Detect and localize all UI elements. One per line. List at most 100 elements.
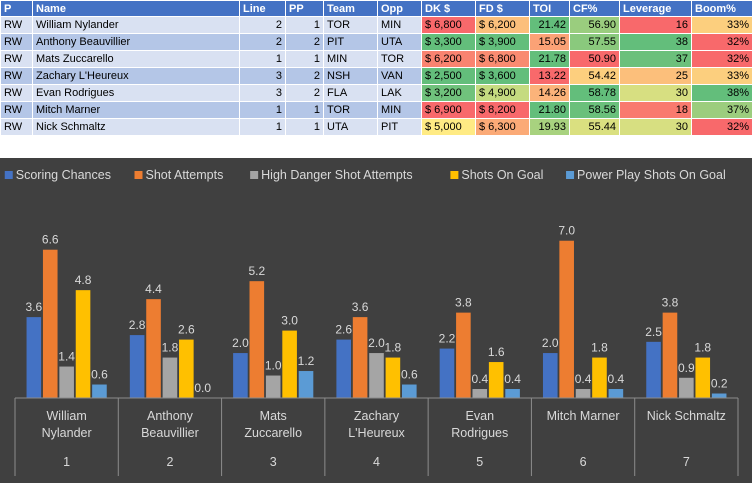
legend-label[interactable]: Power Play Shots On Goal xyxy=(577,168,726,182)
header-dk[interactable]: DK $ xyxy=(421,0,476,17)
header-cf[interactable]: CF% xyxy=(569,0,620,17)
legend-label[interactable]: Shots On Goal xyxy=(461,168,543,182)
bar-3-4[interactable] xyxy=(488,362,504,398)
bar-3-1[interactable] xyxy=(179,339,194,398)
bar-2-5[interactable] xyxy=(575,389,591,398)
header-leverage[interactable]: Leverage xyxy=(619,0,692,17)
data-label: 0.9 xyxy=(678,361,695,375)
bar-2-4[interactable] xyxy=(472,389,488,398)
bar-3-6[interactable] xyxy=(695,357,711,398)
cell-pos: RW xyxy=(0,101,33,119)
header-opp[interactable]: Opp xyxy=(377,0,422,17)
bar-1-1[interactable] xyxy=(146,299,161,398)
cell-cf: 55.44 xyxy=(569,118,620,136)
legend-swatch[interactable] xyxy=(4,171,13,179)
bar-2-2[interactable] xyxy=(265,375,281,398)
bar-4-4[interactable] xyxy=(505,389,520,398)
legend-swatch[interactable] xyxy=(134,171,143,179)
category-index-label: 4 xyxy=(373,455,380,469)
header-boom[interactable]: Boom% xyxy=(691,0,752,17)
bar-0-0[interactable] xyxy=(26,317,42,398)
cell-pos: RW xyxy=(0,84,33,102)
bar-1-6[interactable] xyxy=(662,312,678,398)
bar-3-5[interactable] xyxy=(592,357,607,398)
header-name[interactable]: Name xyxy=(32,0,240,17)
cell-dk: $ 3,300 xyxy=(421,33,476,51)
data-label: 0.2 xyxy=(711,377,728,391)
bar-4-5[interactable] xyxy=(608,389,624,398)
data-label: 0.4 xyxy=(504,372,521,386)
bar-1-4[interactable] xyxy=(456,312,471,398)
bar-2-0[interactable] xyxy=(59,366,74,398)
category-index-label: 6 xyxy=(580,455,587,469)
category-index-label: 5 xyxy=(476,455,483,469)
bar-1-0[interactable] xyxy=(42,249,58,398)
bar-0-6[interactable] xyxy=(646,341,661,398)
bar-4-6[interactable] xyxy=(711,393,727,398)
header-line[interactable]: Line xyxy=(239,0,286,17)
data-label: 2.0 xyxy=(232,336,249,350)
bar-1-3[interactable] xyxy=(352,317,368,398)
cell-boom: 32% xyxy=(691,50,752,68)
bar-0-1[interactable] xyxy=(129,335,145,398)
header-fd[interactable]: FD $ xyxy=(475,0,530,17)
cell-dk: $ 5,000 xyxy=(421,118,476,136)
header-toi[interactable]: TOI xyxy=(529,0,570,17)
cell-line: 1 xyxy=(239,101,286,119)
bar-0-4[interactable] xyxy=(439,348,455,398)
cell-leverage: 18 xyxy=(619,101,692,119)
table-row: RW Anthony Beauvillier 2 2 PIT UTA $ 3,300 $ 3,… xyxy=(0,33,752,51)
cell-cf: 58.78 xyxy=(569,84,620,102)
cell-toi: 21.80 xyxy=(529,101,570,119)
bar-2-6[interactable] xyxy=(679,377,694,398)
cell-name: Zachary L'Heureux xyxy=(32,67,240,85)
bar-1-5[interactable] xyxy=(559,240,574,398)
data-label: 0.6 xyxy=(91,368,108,382)
bar-0-3[interactable] xyxy=(336,339,351,398)
data-label: 1.4 xyxy=(58,350,75,364)
legend-swatch[interactable] xyxy=(450,171,459,179)
cell-cf: 56.90 xyxy=(569,16,620,34)
header-pp[interactable]: PP xyxy=(285,0,324,17)
bar-0-5[interactable] xyxy=(542,353,558,398)
bar-4-2[interactable] xyxy=(298,371,314,398)
cell-leverage: 37 xyxy=(619,50,692,68)
cell-boom: 33% xyxy=(691,16,752,34)
header-team[interactable]: Team xyxy=(323,0,378,17)
cell-pos: RW xyxy=(0,50,33,68)
cell-pp: 1 xyxy=(285,101,324,119)
cell-pp: 2 xyxy=(285,67,324,85)
cell-pos: RW xyxy=(0,118,33,136)
cell-boom: 38% xyxy=(691,84,752,102)
legend-label[interactable]: High Danger Shot Attempts xyxy=(261,168,412,182)
cell-line: 1 xyxy=(239,50,286,68)
cell-opp: MIN xyxy=(377,16,422,34)
bar-2-3[interactable] xyxy=(369,353,384,398)
category-label: Nylander xyxy=(42,426,92,440)
bar-3-3[interactable] xyxy=(385,357,401,398)
data-label: 2.6 xyxy=(335,323,352,337)
bar-4-3[interactable] xyxy=(402,384,417,398)
bar-2-1[interactable] xyxy=(162,357,178,398)
cell-fd: $ 4,900 xyxy=(475,84,530,102)
header-p[interactable]: P xyxy=(0,0,33,17)
bar-3-0[interactable] xyxy=(75,290,91,398)
data-label: 2.0 xyxy=(542,336,559,350)
data-label: 2.2 xyxy=(439,332,456,346)
bar-0-2[interactable] xyxy=(233,353,248,398)
legend-label[interactable]: Shot Attempts xyxy=(146,168,224,182)
cell-boom: 37% xyxy=(691,101,752,119)
cell-leverage: 30 xyxy=(619,118,692,136)
legend-swatch[interactable] xyxy=(566,171,575,179)
category-label: Rodrigues xyxy=(451,426,508,440)
chart-background xyxy=(0,158,752,483)
category-label: Mats xyxy=(260,409,287,423)
legend-swatch[interactable] xyxy=(250,171,259,179)
cell-toi: 19.93 xyxy=(529,118,570,136)
data-label: 1.6 xyxy=(488,345,505,359)
bar-1-2[interactable] xyxy=(249,281,265,398)
category-label: Nick Schmaltz xyxy=(647,409,726,423)
bar-4-0[interactable] xyxy=(92,384,107,398)
bar-3-2[interactable] xyxy=(282,330,297,398)
legend-label[interactable]: Scoring Chances xyxy=(16,168,111,182)
